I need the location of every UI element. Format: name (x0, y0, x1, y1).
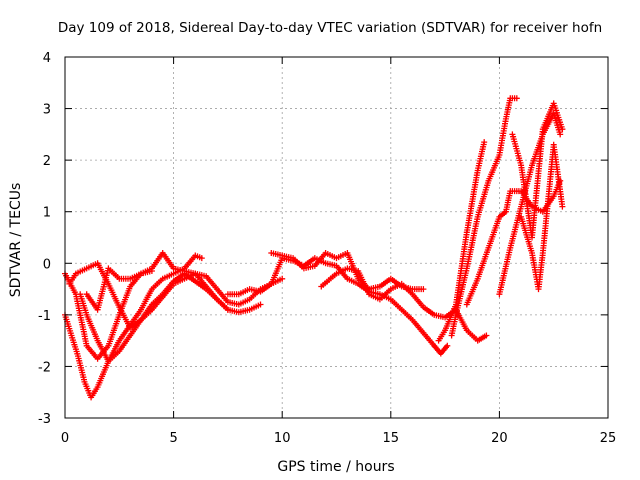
axis-ticks: 0 5 10 15 20 25 -3 -2 -1 0 1 2 3 4 (38, 51, 616, 446)
series-markers (83, 265, 155, 313)
series-markers (518, 141, 566, 293)
series-markers (448, 95, 520, 339)
series-track (448, 95, 520, 339)
y-tick-label: -2 (38, 360, 51, 375)
series-markers (77, 270, 231, 365)
y-tick-label: 4 (43, 51, 51, 66)
x-tick-label: 20 (491, 431, 508, 446)
series-track (509, 100, 566, 241)
x-tick-label: 5 (169, 431, 177, 446)
y-tick-label: -1 (38, 309, 51, 324)
series-track (518, 141, 566, 293)
chart-title: Day 109 of 2018, Sidereal Day-to-day VTE… (58, 20, 602, 36)
x-tick-label: 10 (274, 431, 291, 446)
series-line (450, 97, 517, 336)
series-markers (435, 139, 488, 344)
x-axis-label: GPS time / hours (277, 459, 394, 475)
plot-frame (64, 56, 609, 419)
y-tick-label: 1 (43, 206, 51, 221)
series-track (77, 270, 231, 365)
y-tick-label: -3 (38, 412, 51, 427)
y-axis-label: SDTVAR / TECUs (8, 183, 24, 298)
series-track (83, 265, 155, 313)
series-track (496, 110, 564, 298)
series-markers (509, 100, 566, 241)
x-tick-label: 25 (600, 431, 617, 446)
x-tick-label: 0 (61, 431, 69, 446)
y-tick-label: 2 (43, 154, 51, 169)
data-series (62, 95, 566, 401)
x-tick-label: 15 (383, 431, 400, 446)
y-tick-label: 3 (43, 103, 51, 118)
y-tick-label: 0 (43, 257, 51, 272)
series-track (435, 139, 488, 344)
